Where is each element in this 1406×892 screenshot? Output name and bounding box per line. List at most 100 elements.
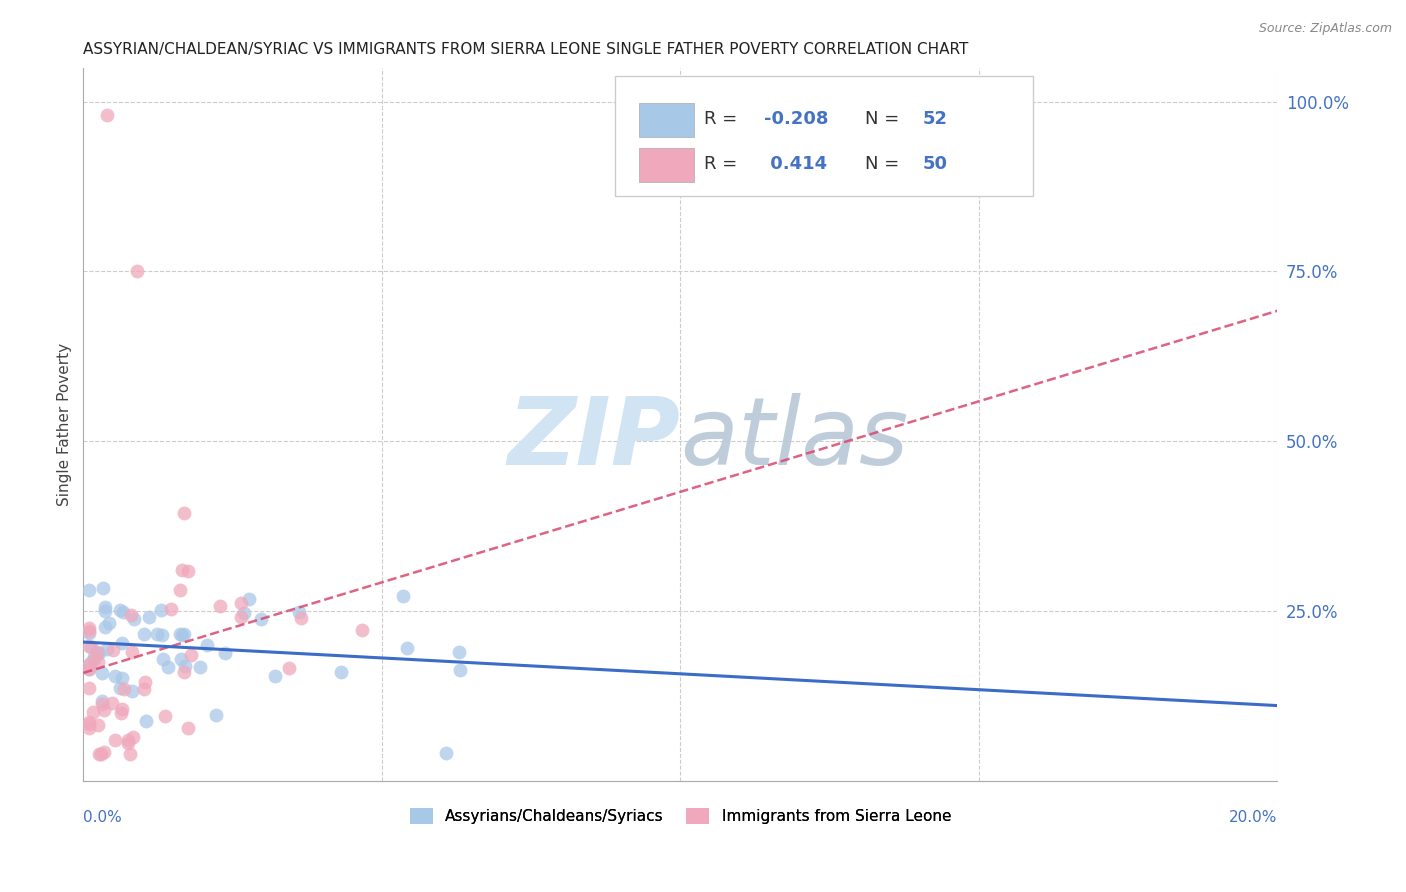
FancyBboxPatch shape <box>638 147 693 182</box>
Point <box>90 694 112 708</box>
Point <box>93 581 115 595</box>
Point <box>112 682 135 697</box>
Point <box>94 619 117 633</box>
Legend: Assyrians/Chaldeans/Syriacs, Immigrants from Sierra Leone: Assyrians/Chaldeans/Syriacs, Immigrants … <box>404 802 957 830</box>
Point <box>238 592 260 607</box>
Point <box>149 603 172 617</box>
Point <box>173 665 195 679</box>
Point <box>288 605 311 619</box>
Point <box>79 621 101 635</box>
Point <box>188 660 211 674</box>
Text: -0.208: -0.208 <box>763 110 828 128</box>
Point <box>97 615 120 630</box>
Text: 20.0%: 20.0% <box>1229 810 1278 824</box>
Point <box>111 702 134 716</box>
Point <box>86 645 108 659</box>
Point <box>132 627 155 641</box>
Text: N =: N = <box>866 155 900 173</box>
Point <box>231 610 253 624</box>
Point <box>352 623 374 637</box>
Point <box>125 264 148 278</box>
Point <box>90 747 112 761</box>
Point <box>204 707 226 722</box>
Point <box>392 589 415 603</box>
Point <box>169 627 191 641</box>
Point <box>90 697 112 711</box>
Point <box>93 703 115 717</box>
Text: N =: N = <box>866 110 900 128</box>
Point <box>122 612 145 626</box>
Point <box>250 612 273 626</box>
Text: R =: R = <box>704 155 738 173</box>
Point <box>447 645 470 659</box>
Y-axis label: Single Father Poverty: Single Father Poverty <box>58 343 72 506</box>
Point <box>83 652 105 666</box>
Point <box>135 714 157 728</box>
Point <box>122 730 145 744</box>
Point <box>77 681 100 695</box>
Point <box>395 640 418 655</box>
Point <box>177 722 200 736</box>
Point <box>77 639 100 653</box>
Point <box>77 662 100 676</box>
Point <box>94 604 117 618</box>
Point <box>83 649 105 664</box>
Point <box>145 627 167 641</box>
Point <box>117 736 139 750</box>
Point <box>77 657 100 672</box>
Point <box>232 607 254 621</box>
Text: 0.0%: 0.0% <box>83 810 122 824</box>
Text: atlas: atlas <box>681 393 908 484</box>
Text: 52: 52 <box>922 110 948 128</box>
Point <box>290 611 312 625</box>
Point <box>117 732 139 747</box>
Point <box>138 609 160 624</box>
Point <box>229 596 252 610</box>
Point <box>77 715 100 730</box>
Point <box>434 747 457 761</box>
Point <box>170 563 193 577</box>
Point <box>79 656 101 670</box>
Point <box>170 628 193 642</box>
Text: ASSYRIAN/CHALDEAN/SYRIAC VS IMMIGRANTS FROM SIERRA LEONE SINGLE FATHER POVERTY C: ASSYRIAN/CHALDEAN/SYRIAC VS IMMIGRANTS F… <box>83 42 969 57</box>
FancyBboxPatch shape <box>638 103 693 136</box>
Point <box>77 583 100 598</box>
Point <box>173 627 195 641</box>
Text: Source: ZipAtlas.com: Source: ZipAtlas.com <box>1258 22 1392 36</box>
Point <box>330 665 353 679</box>
Point <box>111 671 134 685</box>
Point <box>110 706 132 721</box>
Point <box>90 665 112 680</box>
Point <box>87 655 110 669</box>
Point <box>94 600 117 615</box>
Point <box>278 661 301 675</box>
Point <box>77 624 100 639</box>
Text: R =: R = <box>704 110 738 128</box>
Point <box>110 681 132 695</box>
Point <box>89 646 111 660</box>
Point <box>77 721 100 735</box>
Point <box>152 652 174 666</box>
Point <box>100 696 122 710</box>
Point <box>155 709 177 723</box>
Point <box>170 652 193 666</box>
Point <box>79 640 101 654</box>
Point <box>121 684 143 698</box>
Point <box>103 643 125 657</box>
Point <box>195 638 218 652</box>
Point <box>120 608 142 623</box>
Point <box>110 603 132 617</box>
Point <box>134 674 156 689</box>
Point <box>174 659 197 673</box>
Point <box>173 506 195 520</box>
Text: 0.414: 0.414 <box>763 155 827 173</box>
Point <box>77 626 100 640</box>
Point <box>134 682 156 697</box>
Point <box>214 647 236 661</box>
Point <box>208 599 231 613</box>
Point <box>176 565 198 579</box>
Point <box>86 718 108 732</box>
Point <box>77 717 100 731</box>
FancyBboxPatch shape <box>614 76 1032 196</box>
Point <box>96 641 118 656</box>
